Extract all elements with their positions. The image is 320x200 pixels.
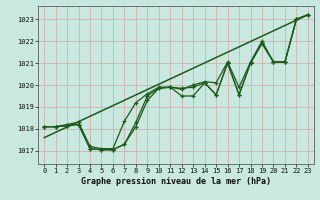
X-axis label: Graphe pression niveau de la mer (hPa): Graphe pression niveau de la mer (hPa) xyxy=(81,177,271,186)
